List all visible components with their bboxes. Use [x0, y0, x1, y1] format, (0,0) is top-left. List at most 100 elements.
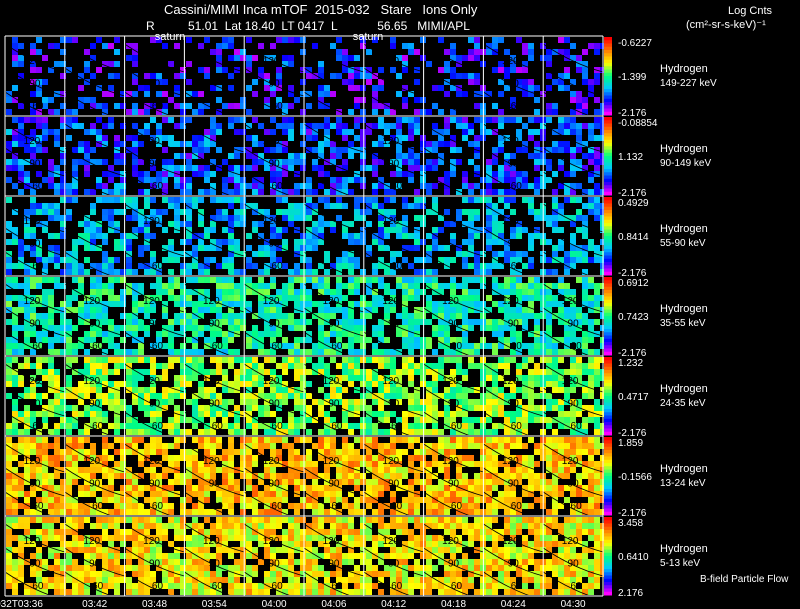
heatmap-cell [354, 363, 360, 369]
heatmap-cell [282, 381, 288, 387]
heatmap-cell [246, 147, 252, 153]
heatmap-cell [42, 55, 48, 61]
heatmap-cell [138, 263, 144, 269]
heatmap-cell [174, 295, 180, 301]
heatmap-cell [516, 363, 522, 369]
heatmap-cell [168, 141, 174, 147]
heatmap-cell [198, 147, 204, 153]
heatmap-cell [558, 147, 564, 153]
heatmap-cell [294, 479, 300, 485]
heatmap-cell [270, 369, 276, 375]
contour-label: 120 [502, 296, 519, 307]
heatmap-cell [24, 325, 30, 331]
heatmap-cell [348, 147, 354, 153]
heatmap-cell [282, 165, 288, 171]
heatmap-cell [234, 239, 240, 245]
heatmap-cell [6, 443, 12, 449]
heatmap-cell [294, 189, 300, 195]
heatmap-cell [114, 189, 120, 195]
heatmap-cell [300, 375, 306, 381]
heatmap-cell [306, 393, 312, 399]
heatmap-cell [576, 183, 582, 189]
heatmap-cell [192, 91, 198, 97]
heatmap-cell [228, 269, 234, 275]
heatmap-cell [468, 349, 474, 355]
heatmap-cell [156, 405, 162, 411]
heatmap-cell [144, 263, 150, 269]
heatmap-cell [408, 479, 414, 485]
pitch-angle-contour [124, 387, 185, 417]
heatmap-cell [294, 357, 300, 363]
heatmap-cell [510, 257, 516, 263]
heatmap-cell [588, 159, 594, 165]
heatmap-cell [228, 251, 234, 257]
heatmap-cell [210, 301, 216, 307]
heatmap-cell [102, 399, 108, 405]
pitch-angle-contour [124, 203, 185, 233]
heatmap-cell [294, 301, 300, 307]
heatmap-cell [6, 381, 12, 387]
heatmap-cell [24, 177, 30, 183]
heatmap-cell [288, 357, 294, 363]
heatmap-cell [150, 283, 156, 289]
heatmap-cell [222, 485, 228, 491]
heatmap-cell [318, 301, 324, 307]
heatmap-cell [12, 449, 18, 455]
heatmap-cell [558, 129, 564, 135]
heatmap-cell [30, 393, 36, 399]
pitch-angle-contour [363, 331, 424, 361]
heatmap-cell [228, 283, 234, 289]
heatmap-cell [270, 189, 276, 195]
heatmap-cell [288, 349, 294, 355]
heatmap-cell [222, 467, 228, 473]
heatmap-cell [246, 381, 252, 387]
heatmap-cell [372, 349, 378, 355]
heatmap-cell [270, 461, 276, 467]
heatmap-cell [282, 437, 288, 443]
heatmap-cell [24, 283, 30, 289]
heatmap-cell [294, 473, 300, 479]
contour-label: 120 [323, 296, 340, 307]
heatmap-cell [354, 319, 360, 325]
heatmap-cell [432, 227, 438, 233]
heatmap-cell [138, 473, 144, 479]
heatmap-cell [84, 479, 90, 485]
heatmap-cell [132, 269, 138, 275]
heatmap-cell [192, 307, 198, 313]
heatmap-cell [18, 485, 24, 491]
heatmap-cell [378, 375, 384, 381]
heatmap-cell [270, 313, 276, 319]
heatmap-cell [282, 399, 288, 405]
heatmap-cell [378, 399, 384, 405]
heatmap-cell [576, 159, 582, 165]
heatmap-cell [18, 301, 24, 307]
heatmap-cell [24, 491, 30, 497]
heatmap-cell [348, 357, 354, 363]
heatmap-cell [132, 349, 138, 355]
heatmap-cell [24, 479, 30, 485]
heatmap-cell [102, 233, 108, 239]
heatmap-cell [144, 103, 150, 109]
heatmap-cell [102, 455, 108, 461]
heatmap-cell [528, 369, 534, 375]
heatmap-cell [42, 473, 48, 479]
heatmap-cell [252, 203, 258, 209]
contour-label: 90 [328, 398, 340, 409]
heatmap-cell [468, 491, 474, 497]
heatmap-cell [252, 55, 258, 61]
heatmap-cell [42, 375, 48, 381]
heatmap-cell [144, 443, 150, 449]
heatmap-cell [168, 399, 174, 405]
heatmap-cell [318, 233, 324, 239]
heatmap-cell [126, 437, 132, 443]
heatmap-cell [168, 485, 174, 491]
heatmap-cell [36, 443, 42, 449]
pitch-angle-contour [363, 387, 424, 417]
pitch-angle-contour [64, 307, 125, 337]
heatmap-cell [102, 467, 108, 473]
heatmap-cell [354, 325, 360, 331]
heatmap-cell [372, 437, 378, 443]
heatmap-cell [450, 307, 456, 313]
heatmap-cell [180, 103, 186, 109]
heatmap-cell [36, 461, 42, 467]
